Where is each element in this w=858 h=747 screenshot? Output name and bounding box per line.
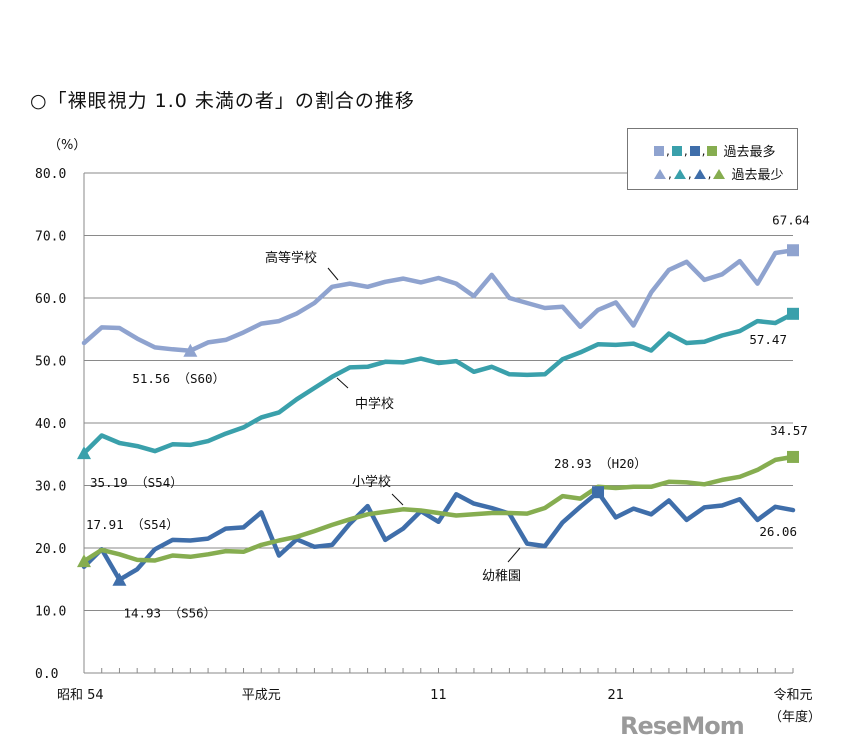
watermark-logo: ReseMom (620, 712, 745, 740)
triangle-icon (654, 168, 666, 179)
markers (77, 244, 799, 586)
grid-lines (84, 172, 793, 611)
series-line-小学校 (81, 489, 796, 582)
x-tick-label: 昭和 54 (57, 688, 104, 703)
series-name-label: 幼稚園 (482, 569, 521, 584)
series-name-label: 中学校 (355, 396, 394, 412)
callout-line (391, 493, 404, 506)
square-icon (707, 145, 718, 156)
legend-label-max: 過去最多 (723, 145, 776, 160)
callout-line (327, 267, 339, 281)
data-label: 14.93 （S56） (123, 606, 216, 621)
y-tick-label: 70.0 (35, 230, 66, 245)
series-line-高等学校 (81, 248, 796, 353)
x-tick-label: 平成元 (242, 688, 281, 703)
x-axis-label: （年度） (769, 709, 821, 725)
data-label: 51.56 （S60） (132, 371, 225, 386)
y-tick-label: 80.0 (35, 167, 66, 182)
y-tick-label: 60.0 (35, 292, 66, 307)
triangle-icon (693, 168, 706, 179)
y-axis-ticks: 0.0 10.0 20.0 30.0 40.0 50.0 60.0 70.0 80.0 (35, 167, 66, 682)
square-icon (654, 145, 664, 156)
square-icon (671, 145, 682, 156)
y-tick-label: 20.0 (35, 542, 66, 557)
y-axis-unit: （%） (48, 138, 87, 153)
square-marker (787, 450, 799, 463)
series-lines (81, 248, 796, 582)
callout-line (507, 547, 521, 563)
triangle-icon (673, 168, 686, 179)
triangle-icon (713, 168, 726, 179)
y-tick-label: 30.0 (35, 480, 66, 495)
legend-row-min: , , , 過去最少 (654, 164, 784, 183)
x-axis: 昭和 54 平成元 11 21 令和元 （年度） (57, 173, 821, 725)
legend-label-min: 過去最少 (731, 168, 784, 183)
data-label: 28.93 （H20） (554, 456, 647, 471)
y-tick-label: 50.0 (35, 355, 66, 370)
data-label: 67.64 (772, 212, 810, 227)
callout-line (336, 377, 349, 389)
legend-row-max: , , , 過去最多 (654, 141, 776, 160)
data-label: 35.19 （S54） (90, 475, 183, 490)
triangle-marker (183, 343, 198, 357)
square-marker (787, 244, 799, 257)
triangle-marker (77, 554, 91, 568)
square-marker (592, 486, 605, 499)
y-tick-label: 40.0 (35, 417, 66, 432)
x-tick-label: 11 (430, 688, 447, 703)
series-line-幼稚園 (81, 454, 796, 564)
x-tick-label: 令和元 (773, 688, 812, 703)
triangle-marker (77, 446, 91, 460)
data-label: 26.06 (759, 524, 797, 539)
data-label: 17.91 （S54） (86, 517, 179, 532)
series-name-label: 高等学校 (265, 250, 317, 266)
series-name-label: 小学校 (352, 474, 391, 490)
y-tick-label: 10.0 (35, 605, 66, 620)
x-tick-label: 21 (607, 688, 624, 703)
chart-title: ○「裸眼視力 1.0 未満の者」の割合の推移 (30, 90, 415, 112)
data-labels: 51.56 （S60） 67.64 35.19 （S54） 57.47 14.93 （S… (86, 212, 810, 620)
triangle-marker (112, 572, 127, 586)
series-line-中学校 (81, 311, 796, 456)
data-label: 57.47 (749, 332, 787, 347)
data-label: 34.57 (770, 423, 808, 438)
y-tick-label: 0.0 (35, 667, 58, 682)
square-marker (787, 307, 799, 320)
legend: , , , 過去最多 , , , 過去最少 (627, 128, 798, 190)
square-icon (689, 145, 700, 156)
